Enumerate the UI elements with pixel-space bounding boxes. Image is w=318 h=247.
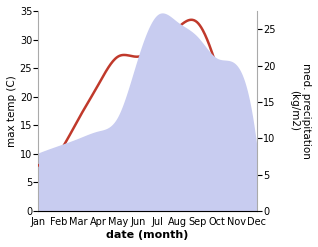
Y-axis label: max temp (C): max temp (C): [7, 75, 17, 147]
Y-axis label: med. precipitation
(kg/m2): med. precipitation (kg/m2): [289, 63, 311, 159]
X-axis label: date (month): date (month): [107, 230, 189, 240]
